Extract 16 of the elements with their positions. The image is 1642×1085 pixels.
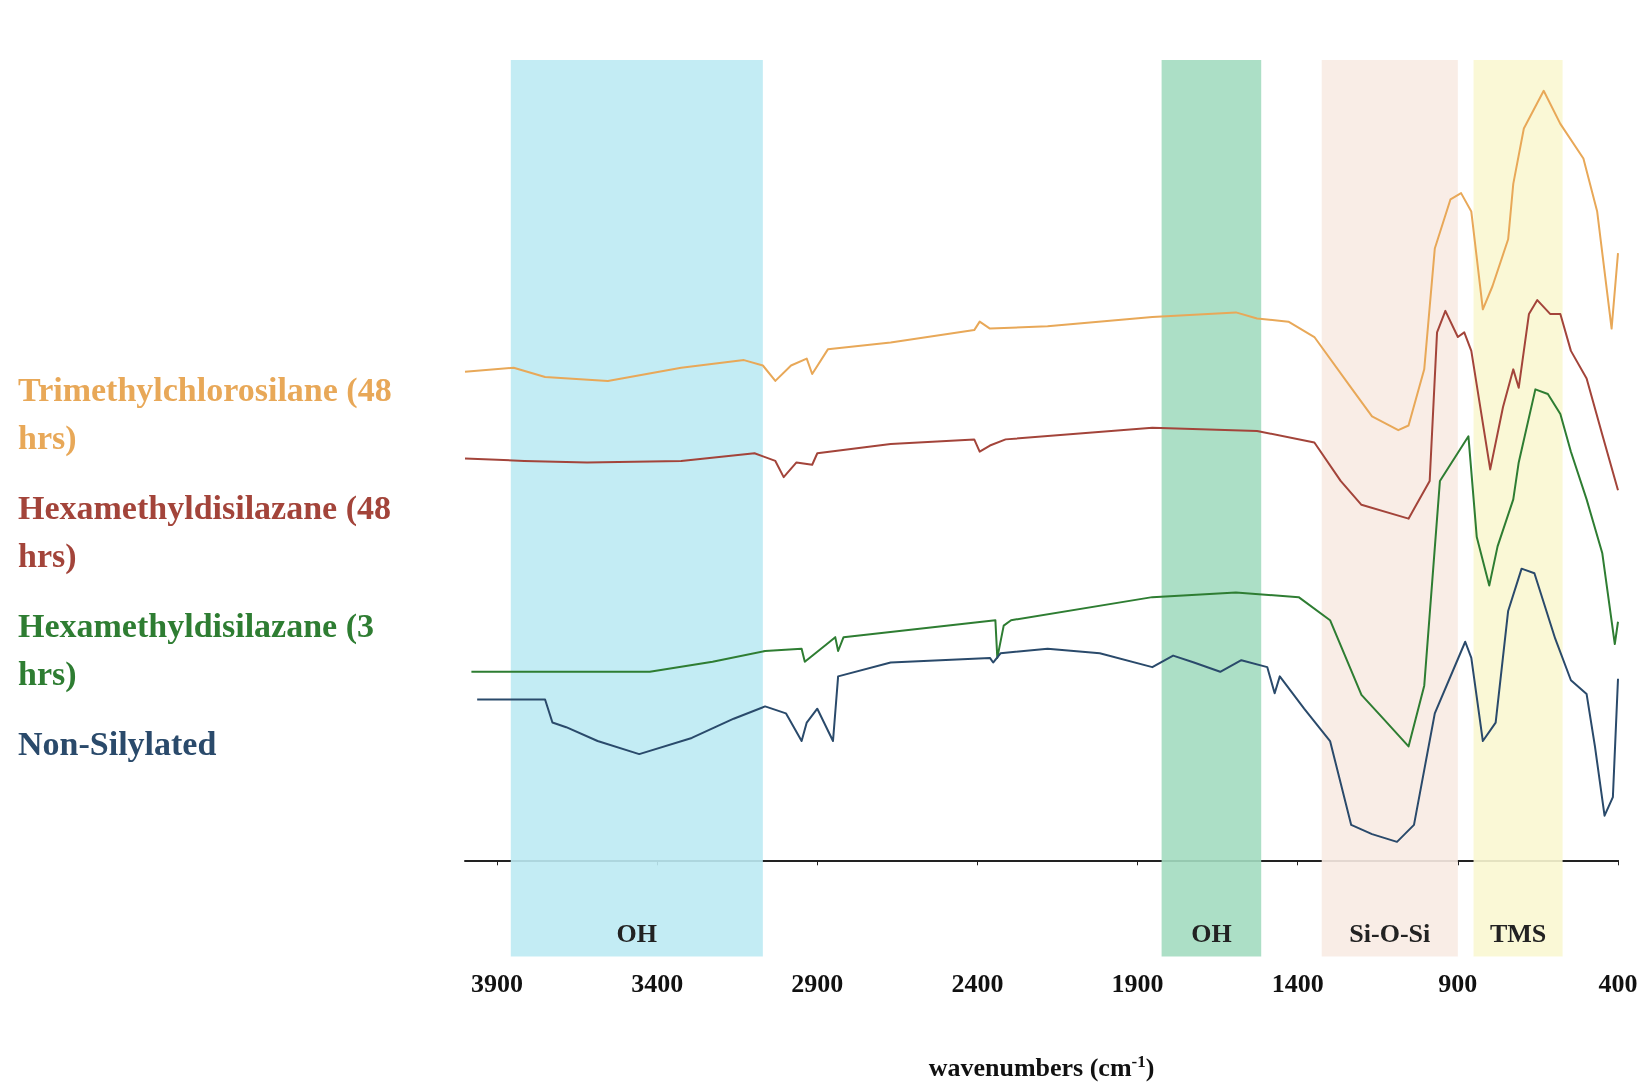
x-tick-label: 1900 (1111, 969, 1164, 998)
x-tick-label: 2400 (951, 969, 1004, 998)
text: Trimethylchlorosilane (48 hrs) (18, 370, 401, 457)
text: Non-Silylated (18, 724, 217, 762)
x-tick-label: 400 (1598, 969, 1638, 998)
x-tick-label: 3900 (471, 969, 524, 998)
text: Hexamethyldisilazane (3 hrs) (18, 606, 383, 693)
band-label: OH (1191, 919, 1232, 948)
band-label: TMS (1489, 919, 1547, 948)
band-label: Si-O-Si (1349, 919, 1431, 948)
text: Hexamethyldisilazane (48 hrs) (18, 488, 400, 575)
x-tick-label: 2900 (791, 969, 844, 998)
x-tick-label: 900 (1438, 969, 1478, 998)
x-tick-label: 1400 (1271, 969, 1324, 998)
x-tick-label: 3400 (631, 969, 684, 998)
band-label: OH (616, 919, 658, 948)
